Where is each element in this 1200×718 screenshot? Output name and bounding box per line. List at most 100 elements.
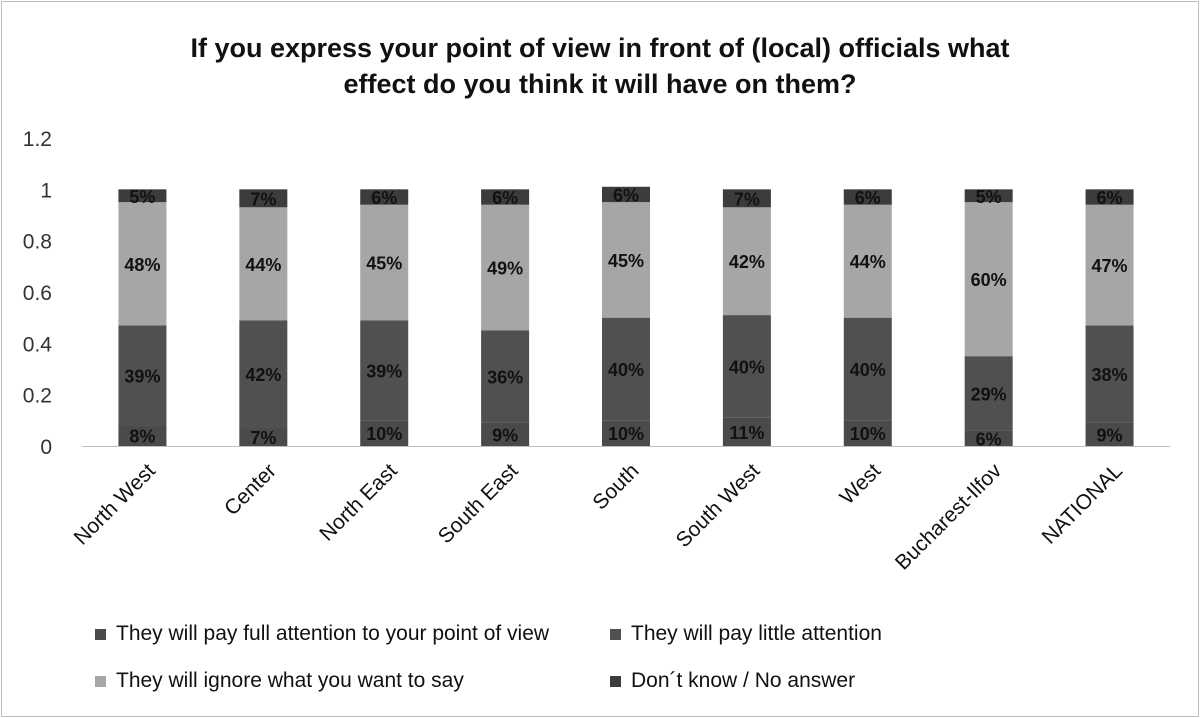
data-label: 6% <box>613 185 639 205</box>
legend-item-dont-know: Don´t know / No answer <box>610 669 855 693</box>
legend-label: They will ignore what you want to say <box>116 669 464 692</box>
bar-segment <box>722 417 771 446</box>
x-tick-label: NATIONAL <box>1038 459 1127 548</box>
bar-segment <box>722 207 771 316</box>
data-label: 9% <box>492 425 518 445</box>
legend-label: They will pay full attention to your poi… <box>116 622 550 645</box>
y-tick-label: 0.4 <box>23 333 53 356</box>
bar-segment <box>360 189 409 205</box>
data-label: 7% <box>734 189 760 209</box>
data-label: 39% <box>124 366 160 386</box>
bar-segment <box>843 317 892 421</box>
data-label: 40% <box>850 360 886 380</box>
bar-segment <box>118 202 167 326</box>
bar-segment <box>360 320 409 421</box>
data-label: 29% <box>971 384 1007 404</box>
data-label: 7% <box>250 428 276 448</box>
y-tick-label: 0 <box>40 436 52 459</box>
y-tick-label: 0.6 <box>23 282 52 305</box>
data-label: 40% <box>729 357 765 377</box>
bar-segment <box>722 315 771 418</box>
bar-segment <box>602 420 650 446</box>
x-tick-label: West <box>835 459 885 509</box>
bar-segment <box>602 186 650 203</box>
data-label: 7% <box>250 189 276 209</box>
bar-segment <box>118 425 167 446</box>
x-tick-label: South East <box>434 459 523 548</box>
data-label: 10% <box>608 424 644 444</box>
data-label: 9% <box>1097 425 1123 445</box>
y-tick-label: 0.8 <box>23 231 52 254</box>
bar-segment <box>239 189 288 208</box>
data-label: 42% <box>245 365 281 385</box>
y-tick-label: 0.2 <box>23 385 52 408</box>
bar-segment <box>239 428 288 446</box>
x-tick-label: Bucharest-Ilfov <box>891 459 1007 575</box>
bar-segment <box>964 189 1013 203</box>
bar-segment <box>602 317 650 421</box>
data-label: 42% <box>729 252 765 272</box>
data-label: 44% <box>850 252 886 272</box>
legend-swatch <box>95 628 106 640</box>
chart-title: If you express your point of view in fro… <box>0 30 1200 102</box>
data-label: 5% <box>976 187 1002 207</box>
x-tick-label: Center <box>220 459 281 520</box>
bar-segment <box>239 207 288 321</box>
bar-segment <box>843 204 892 318</box>
data-label: 49% <box>487 259 523 279</box>
data-label: 48% <box>124 255 160 275</box>
data-label: 45% <box>366 253 402 273</box>
bar-segment <box>602 202 650 318</box>
bar-segment <box>481 189 530 205</box>
bar-segment <box>360 420 409 446</box>
bar-segment <box>843 189 892 205</box>
data-label: 6% <box>371 188 397 208</box>
legend-item-full-attention: They will pay full attention to your poi… <box>95 622 549 646</box>
bar-segment <box>964 430 1013 446</box>
data-label: 10% <box>850 424 886 444</box>
legend-item-little-attention: They will pay little attention <box>610 622 882 646</box>
bar-segment <box>1085 204 1134 326</box>
x-tick-label: South West <box>672 459 765 552</box>
bar-segment <box>360 204 409 321</box>
data-label: 6% <box>1097 188 1123 208</box>
bar-segment <box>1085 422 1134 446</box>
data-label: 6% <box>492 188 518 208</box>
bar-segment <box>1085 189 1134 205</box>
y-tick-label: 1 <box>40 179 52 202</box>
data-label: 10% <box>366 424 402 444</box>
bar-segment <box>118 189 167 203</box>
data-label: 11% <box>729 423 764 443</box>
data-label: 8% <box>129 427 155 447</box>
legend-swatch <box>610 675 621 687</box>
bar-segment <box>118 325 167 426</box>
bar-segment <box>481 422 530 446</box>
bar-segment <box>843 420 892 446</box>
data-label: 38% <box>1092 365 1128 385</box>
data-label: 60% <box>971 270 1007 290</box>
bar-segment <box>722 189 771 208</box>
bar-segment <box>239 320 288 429</box>
bar-segment <box>964 356 1013 431</box>
legend-label: Don´t know / No answer <box>631 669 856 692</box>
chart-title-line-2: effect do you think it will have on them… <box>343 69 857 99</box>
x-tick-label: North West <box>70 459 160 549</box>
legend-swatch <box>610 628 621 640</box>
legend-label: They will pay little attention <box>631 622 882 645</box>
data-label: 6% <box>855 188 881 208</box>
legend-item-ignore: They will ignore what you want to say <box>95 669 464 693</box>
bar-segment <box>1085 325 1134 423</box>
bar-segment <box>481 330 530 423</box>
bar-segment <box>964 202 1013 357</box>
data-label: 6% <box>976 429 1002 449</box>
data-label: 47% <box>1092 256 1128 276</box>
data-label: 40% <box>608 360 644 380</box>
x-tick-label: North East <box>315 459 402 546</box>
data-label: 5% <box>129 187 155 207</box>
data-label: 45% <box>608 251 644 271</box>
data-label: 39% <box>366 361 402 381</box>
bar-segment <box>481 204 530 331</box>
data-label: 36% <box>487 368 523 388</box>
legend-swatch <box>95 675 106 687</box>
